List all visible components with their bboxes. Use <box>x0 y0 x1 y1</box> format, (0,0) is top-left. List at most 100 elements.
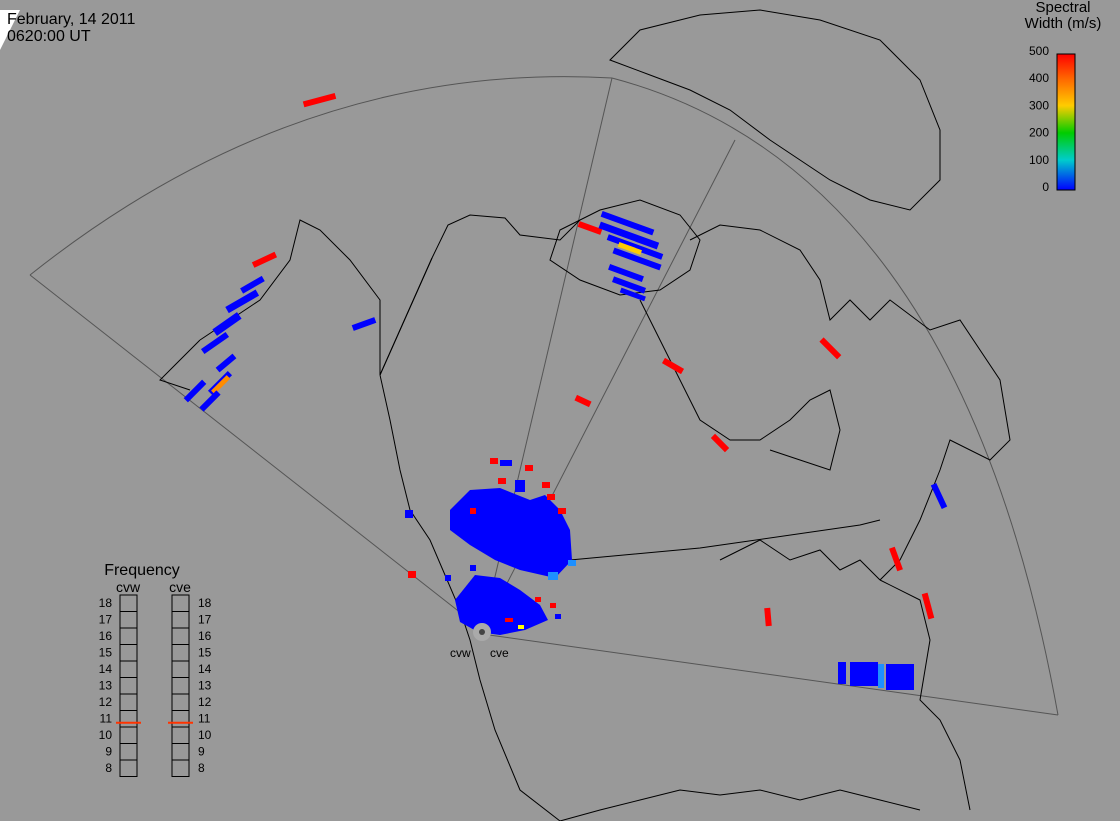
frequency-scale: 18 18 17 17 16 16 15 15 14 14 13 13 12 12 11 11 10 10 9 9 8 8 <box>99 594 212 777</box>
cell-blue <box>930 482 948 510</box>
cell-fan-near <box>455 575 548 635</box>
cell-red <box>921 592 935 620</box>
cell-blue <box>215 353 237 373</box>
cell-yellow <box>518 625 524 629</box>
frequency-tick-label: 18 <box>99 596 113 610</box>
cell-cyan <box>548 572 558 580</box>
cell-blue <box>212 312 242 336</box>
cell-red <box>710 433 730 453</box>
frequency-tick-label: 15 <box>198 646 212 660</box>
date-label: February, 14 2011 <box>7 11 135 28</box>
cell-red <box>302 92 337 108</box>
frequency-tick-label: 16 <box>198 629 212 643</box>
colorbar: Spectral Width (m/s) 500 400 300 200 100 0 <box>1025 0 1102 194</box>
cell-blue <box>225 289 260 314</box>
frequency-tick-label: 10 <box>198 728 212 742</box>
colorbar-tick-label: 100 <box>1029 153 1049 167</box>
white-corner <box>0 10 20 50</box>
frequency-label-cve: cve <box>169 579 191 595</box>
cell-cyan <box>568 560 576 566</box>
cell-blue <box>838 662 846 684</box>
cell-blue <box>606 234 664 260</box>
cell-red <box>251 251 278 268</box>
cell-cyan <box>878 664 884 688</box>
cell-blue <box>611 276 647 294</box>
cell-blue <box>500 460 512 466</box>
colorbar-title-line2: Width (m/s) <box>1025 15 1102 32</box>
frequency-tick-label: 10 <box>99 728 113 742</box>
cell-blue <box>608 264 644 282</box>
cell-orange <box>211 375 231 395</box>
coast-pacific <box>379 374 561 822</box>
cell-red <box>490 458 498 464</box>
colorbar-tick-label: 400 <box>1029 71 1049 85</box>
cell-red <box>889 546 903 572</box>
frequency-tick-label: 13 <box>198 679 212 693</box>
coast-arctic-mainland <box>379 214 581 376</box>
frequency-tick-label: 15 <box>99 646 113 660</box>
cell-blue <box>886 664 914 690</box>
colorbar-tick-label: 200 <box>1029 126 1049 140</box>
border-canada-usa <box>569 519 881 561</box>
colorbar-tick-label: 0 <box>1042 180 1049 194</box>
cell-yellow <box>617 242 642 255</box>
colorbar-title-line1: Spectral <box>1035 0 1090 16</box>
colorbar-ticks: 500 400 300 200 100 0 <box>1029 44 1049 194</box>
cell-red <box>574 394 592 408</box>
colorbar-tick-label: 300 <box>1029 98 1049 112</box>
fov-east-edge <box>481 633 1059 716</box>
cell-blue <box>200 331 230 355</box>
cell-red <box>525 465 533 471</box>
frequency-tick-label: 11 <box>100 712 113 726</box>
colorbar-tick-label: 500 <box>1029 44 1049 58</box>
frequency-tick-label: 16 <box>99 629 113 643</box>
coast-hudson-bay <box>639 299 841 471</box>
coastlines <box>159 9 1011 822</box>
frequency-tick-label: 8 <box>198 761 205 775</box>
cell-red <box>535 597 541 602</box>
frequency-tick-label: 14 <box>99 662 113 676</box>
radar-label-cve: cve <box>490 646 509 660</box>
scatter-cells <box>183 92 948 690</box>
cell-blue <box>351 317 377 331</box>
coast-atlantic <box>879 579 971 811</box>
cell-red <box>558 508 566 514</box>
cell-blue <box>199 390 221 412</box>
radar-sites: cvw cve <box>450 623 509 660</box>
cell-blue <box>612 247 662 271</box>
frequency-title: Frequency <box>104 562 180 579</box>
cell-blue <box>240 275 265 294</box>
frequency-tick-label: 12 <box>198 695 212 709</box>
frequency-tick-label: 18 <box>198 596 212 610</box>
coast-alaska <box>199 219 381 375</box>
frequency-tick-label: 8 <box>105 761 112 775</box>
frequency-cell <box>171 759 190 777</box>
frequency-tick-label: 12 <box>99 695 113 709</box>
frequency-panel: Frequency cvw cve 18 18 17 17 16 16 15 15 14 14 13… <box>99 562 212 777</box>
frequency-cell <box>119 759 138 777</box>
colorbar-gradient <box>1056 53 1076 191</box>
frequency-tick-label: 17 <box>99 613 113 627</box>
coast-greenland <box>609 9 941 211</box>
cell-red <box>764 607 772 627</box>
cell-blue <box>445 575 451 581</box>
cell-blue <box>850 662 878 686</box>
cell-red <box>498 478 506 484</box>
cell-blue <box>600 210 655 236</box>
cell-blue <box>470 565 476 571</box>
fov-outer-arc-west <box>29 76 613 276</box>
coast-labrador-quebec <box>689 224 1011 581</box>
frequency-label-cvw: cvw <box>116 579 141 595</box>
cell-blue <box>405 510 413 518</box>
cell-blue <box>619 287 646 302</box>
cell-red <box>819 337 842 360</box>
cell-red <box>408 571 416 578</box>
coast-great-lakes <box>719 539 881 581</box>
cell-blue <box>555 614 561 619</box>
timestamp: February, 14 2011 0620:00 UT <box>7 11 135 45</box>
cell-red <box>547 494 555 500</box>
cell-blue <box>515 480 525 492</box>
